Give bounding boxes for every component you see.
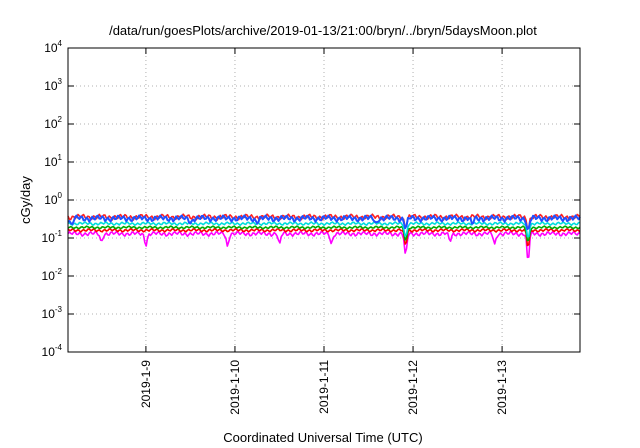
grid: [68, 48, 580, 352]
y-tick-label: 10-1: [42, 229, 63, 245]
y-tick-label: 103: [44, 77, 62, 93]
y-tick-label: 102: [44, 115, 62, 131]
y-tick-label: 10-3: [42, 305, 63, 321]
series-line: [67, 214, 581, 230]
series-line: [67, 227, 581, 247]
y-axis-label: cGy/day: [18, 176, 33, 224]
ticks: 10-4 10-3 10-2 10-1 100 101 102 103 104 2019-1-9 2…: [42, 39, 580, 415]
x-axis-label: Coordinated Universal Time (UTC): [223, 430, 422, 445]
y-tick-label: 104: [44, 39, 62, 55]
x-tick-label: 2019-1-12: [406, 360, 420, 415]
chart-title: /data/run/goesPlots/archive/2019-01-13/2…: [109, 23, 537, 38]
x-tick-label: 2019-1-9: [139, 360, 153, 408]
x-tick-label: 2019-1-13: [495, 360, 509, 415]
series-line: [67, 225, 581, 242]
x-tick-label: 2019-1-10: [228, 360, 242, 415]
y-tick-label: 101: [44, 153, 62, 169]
y-tick-label: 100: [44, 191, 62, 207]
series-layer: [67, 213, 581, 259]
y-tick-label: 10-4: [42, 343, 63, 359]
series-line: [67, 230, 581, 259]
series-line: [67, 221, 580, 238]
y-tick-label: 10-2: [42, 267, 63, 283]
x-tick-label: 2019-1-11: [317, 360, 331, 414]
